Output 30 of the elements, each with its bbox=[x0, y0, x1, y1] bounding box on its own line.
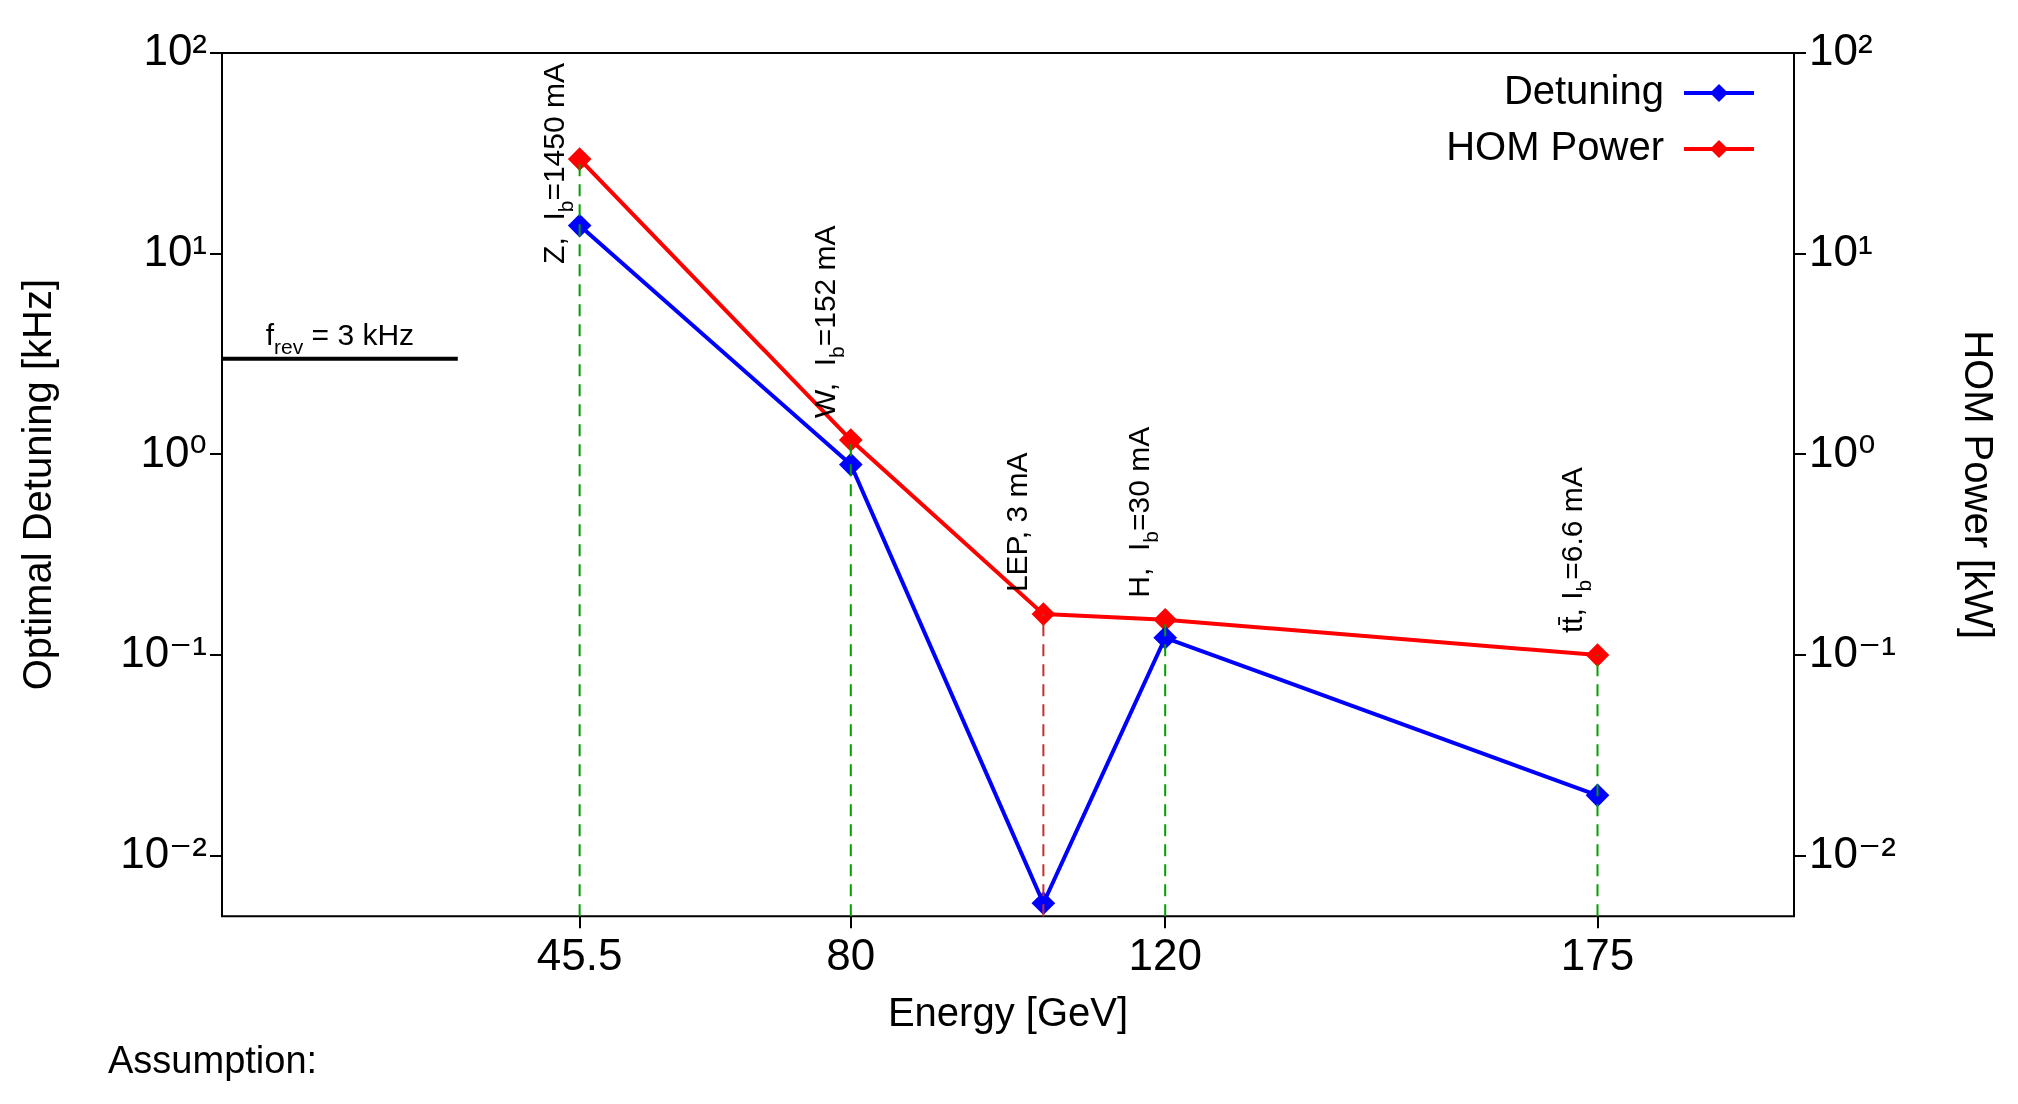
y-axis-title: Optimal Detuning [kHz] bbox=[15, 278, 60, 691]
y2-axis-title: HOM Power [kW] bbox=[1956, 330, 2001, 640]
point bbox=[1032, 603, 1055, 626]
text: 10⁻¹ bbox=[120, 627, 207, 677]
text: 10² bbox=[143, 25, 207, 75]
text: 10⁻² bbox=[120, 827, 207, 877]
y-tick-label: 10² bbox=[1809, 25, 1873, 75]
point bbox=[568, 148, 591, 171]
y-tick-label: 10⁻² bbox=[1809, 827, 1896, 877]
x-tick-label: 80 bbox=[826, 929, 876, 979]
legend-label: HOM Power bbox=[1446, 124, 1664, 169]
annotation: tt̄, Ib=6.6 mA bbox=[1554, 467, 1595, 634]
x-tick-label: 175 bbox=[1560, 929, 1635, 979]
annotation: H, Ib=30 mA bbox=[1122, 426, 1163, 598]
annotation: W, Ib=152 mA bbox=[807, 225, 848, 418]
y-tick-label: 10⁻¹ bbox=[1809, 627, 1896, 677]
text: 10¹ bbox=[143, 225, 207, 275]
x-tick-label: 120 bbox=[1128, 929, 1202, 979]
text: Assumption: bbox=[108, 1039, 318, 1081]
annotation: LEP, 3 mA bbox=[1000, 452, 1034, 593]
annotation: Z, Ib=1450 mA bbox=[536, 63, 577, 264]
y-tick-label: 10¹ bbox=[1809, 225, 1873, 275]
point bbox=[1586, 644, 1609, 667]
point bbox=[1154, 608, 1177, 631]
legend-label: Detuning bbox=[1503, 68, 1664, 113]
x-tick-label: 45.5 bbox=[536, 929, 623, 979]
y-tick-label: 10⁰ bbox=[1809, 426, 1876, 476]
x-axis-title: Energy [GeV] bbox=[887, 990, 1129, 1035]
text: 10⁰ bbox=[140, 426, 207, 476]
point bbox=[839, 428, 862, 451]
